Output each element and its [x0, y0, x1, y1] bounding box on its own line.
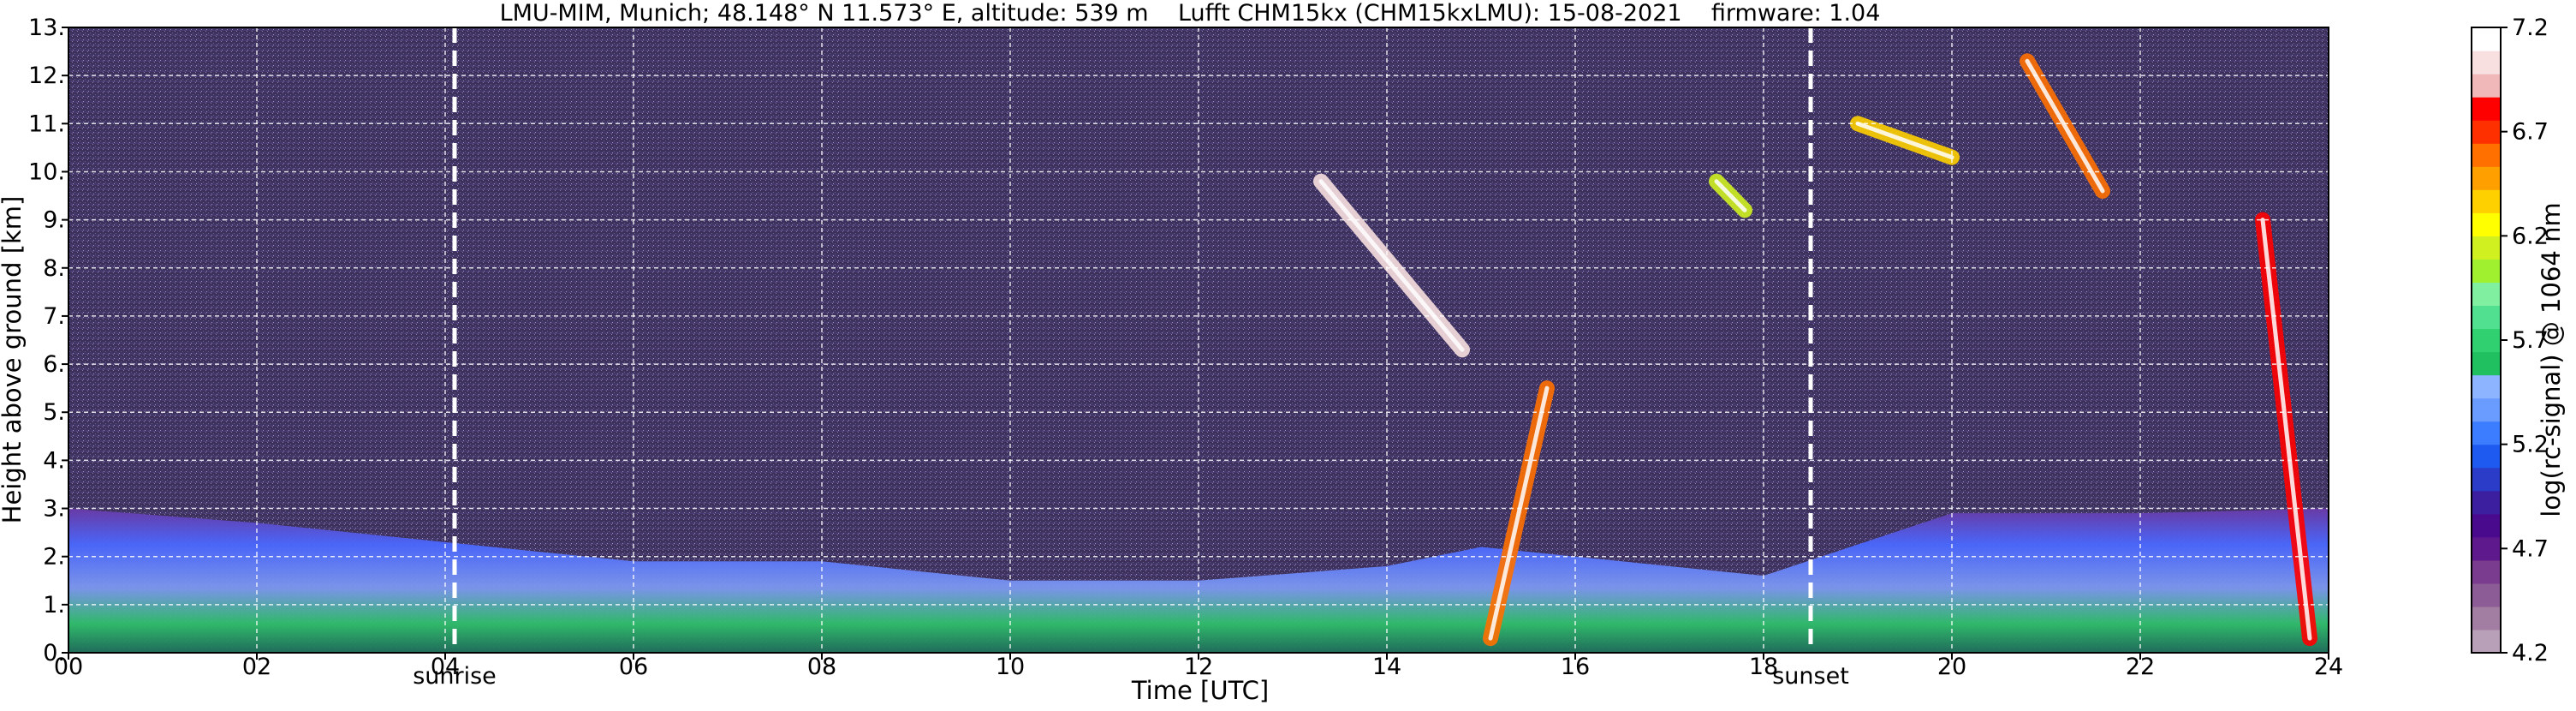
x-tick-label: 12: [1184, 654, 1213, 680]
colorbar-tick-label: 5.7: [2512, 327, 2549, 354]
colorbar-segment: [2472, 143, 2501, 167]
x-tick-label: 04: [431, 654, 460, 680]
y-tick-label: 11.: [28, 111, 65, 137]
sun-markers: sunrise sunset: [413, 27, 1849, 690]
y-tick-label: 2.: [43, 544, 65, 571]
colorbar-segment: [2472, 166, 2501, 190]
colorbar-tick-label: 4.2: [2512, 640, 2549, 666]
colorbar: 4.2 4.7 5.2 5.7 6.2 6.7 7.2: [2471, 15, 2549, 666]
y-tick-label: 3.: [43, 496, 65, 523]
marker-label: sunset: [1772, 663, 1849, 690]
colorbar-segment: [2472, 490, 2501, 515]
x-tick-label: 22: [2126, 654, 2155, 680]
colorbar-label: log(rc-signal) @ 1064 nm: [2537, 202, 2566, 517]
y-tick-label: 7.: [43, 303, 65, 330]
colorbar-tick-label: 5.2: [2512, 432, 2549, 458]
x-tick-label: 08: [807, 654, 836, 680]
x-tick-label: 14: [1372, 654, 1401, 680]
x-tick-label: 20: [1937, 654, 1966, 680]
colorbar-segment: [2472, 97, 2501, 121]
y-tick-label: 13.: [28, 15, 65, 41]
x-tick-label: 02: [242, 654, 271, 680]
y-tick-label: 10.: [28, 158, 65, 185]
colorbar-segment: [2472, 606, 2501, 630]
colorbar-segment: [2472, 212, 2501, 236]
colorbar-segment: [2472, 282, 2501, 307]
colorbar-segment: [2472, 559, 2501, 584]
y-tick-label: 9.: [43, 207, 65, 234]
cloud-feature-core: [1318, 179, 1465, 352]
colorbar-segment: [2472, 351, 2501, 376]
cloud-feature-core: [1714, 179, 1747, 212]
cloud-feature-core: [1488, 385, 1550, 641]
y-tick-label: 6.: [43, 351, 65, 378]
colorbar-segment: [2472, 513, 2501, 538]
y-axis-label: Height above ground [km]: [0, 196, 27, 524]
x-tick-label: 18: [1749, 654, 1778, 680]
colorbar-segment: [2472, 397, 2501, 422]
y-tick-label: 1.: [43, 592, 65, 618]
cloud-feature-core: [2025, 58, 2105, 194]
axes: 00 02 04 06 08 10 12 14 16 18 20 22 24 0. 1. 2. 3. 4. 5. 6.…: [28, 15, 2343, 680]
colorbar-tick-label: 6.7: [2512, 119, 2549, 146]
y-tick-label: 8.: [43, 255, 65, 282]
y-tick-label: 4.: [43, 447, 65, 474]
colorbar-segment: [2472, 421, 2501, 445]
colorbar-segment: [2472, 629, 2501, 654]
cloud-feature-core: [2260, 218, 2312, 641]
x-tick-label: 24: [2314, 654, 2343, 680]
colorbar-segment: [2472, 444, 2501, 469]
x-tick-label: 00: [54, 654, 83, 680]
x-tick-label: 06: [619, 654, 648, 680]
colorbar-segment: [2472, 189, 2501, 213]
y-tick-label: 5.: [43, 399, 65, 426]
colorbar-tick-label: 6.2: [2512, 223, 2549, 249]
colorbar-segment: [2472, 27, 2501, 51]
colorbar-segment: [2472, 328, 2501, 353]
x-tick-label: 10: [996, 654, 1025, 680]
y-tick-label: 12.: [28, 63, 65, 89]
x-tick-label: 16: [1561, 654, 1590, 680]
y-tick-label: 0.: [43, 640, 65, 666]
marker-label: sunrise: [413, 663, 497, 690]
grid-lines: [68, 27, 2329, 653]
colorbar-segment: [2472, 259, 2501, 284]
cloud-feature-core: [1855, 121, 1954, 160]
colorbar-tick-label: 4.7: [2512, 535, 2549, 562]
colorbar-segment: [2472, 583, 2501, 607]
colorbar-segment: [2472, 374, 2501, 399]
colorbar-segment: [2472, 51, 2501, 75]
colorbar-segment: [2472, 120, 2501, 144]
chart-title: LMU-MIM, Munich; 48.148° N 11.573° E, al…: [500, 0, 1881, 27]
x-axis-label: Time [UTC]: [1131, 676, 1269, 705]
colorbar-segment: [2472, 536, 2501, 561]
colorbar-segment: [2472, 74, 2501, 98]
colorbar-segment: [2472, 236, 2501, 260]
colorbar-segment: [2472, 305, 2501, 330]
colorbar-segment: [2472, 467, 2501, 492]
colorbar-tick-label: 7.2: [2512, 15, 2549, 41]
